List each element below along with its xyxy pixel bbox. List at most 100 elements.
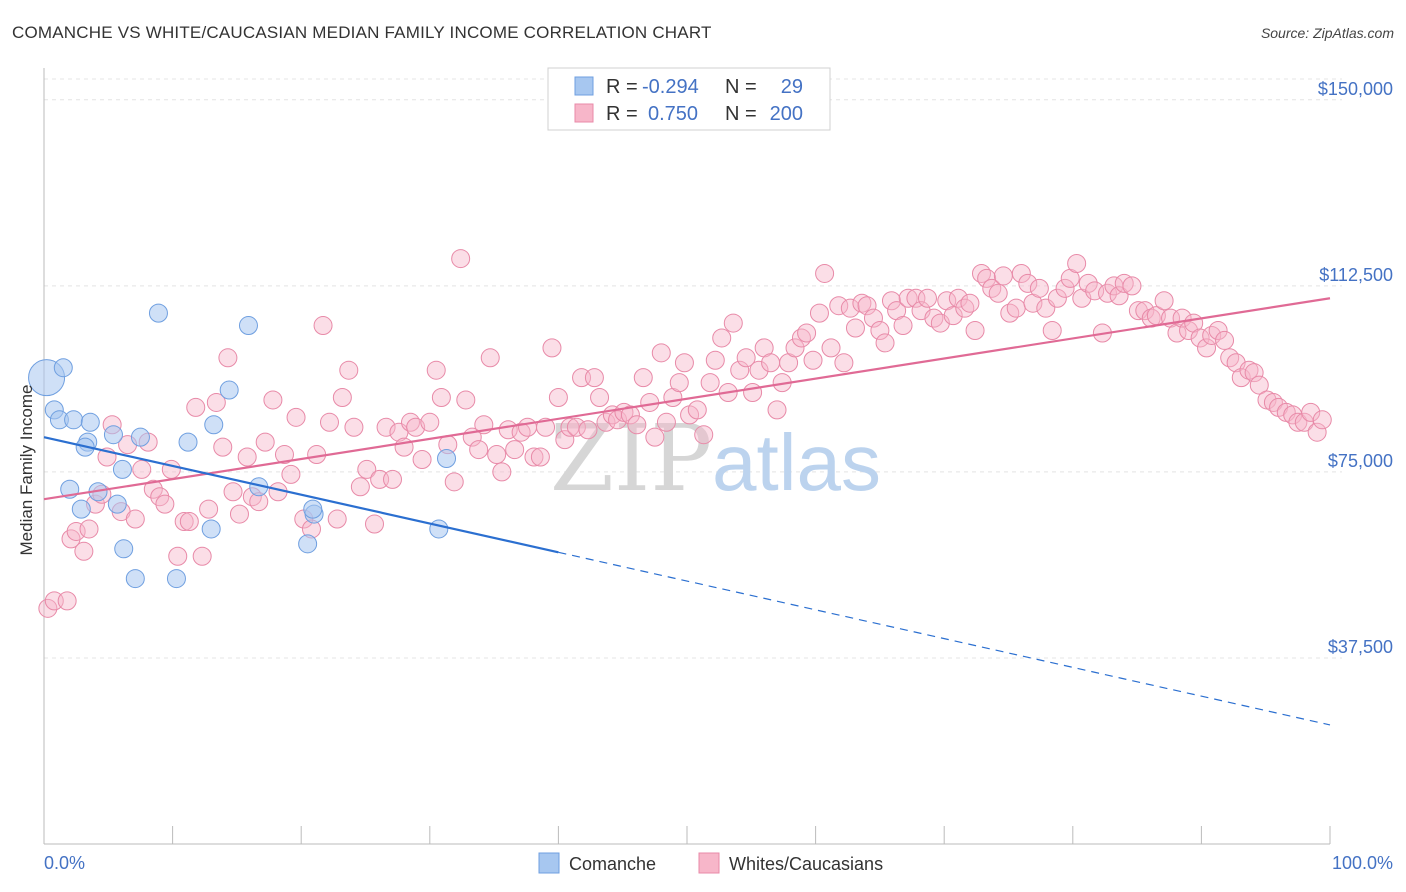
whites-point-47: [339, 360, 359, 380]
whites-point-18: [155, 494, 175, 514]
whites-point-2: [57, 591, 77, 611]
comanche-point-24: [219, 380, 239, 400]
whites-point-167: [1067, 254, 1087, 274]
whites-point-26: [206, 392, 226, 412]
whites-point-91: [608, 410, 628, 430]
whites-point-29: [223, 482, 243, 502]
x-tick-labels: 0.0% 100.0%: [44, 853, 1393, 873]
whites-point-49: [350, 477, 370, 497]
legend-r-label-2: R =: [606, 103, 638, 125]
whites-point-165: [1055, 278, 1075, 298]
whites-point-114: [749, 360, 769, 380]
whites-point-99: [656, 412, 676, 432]
whites-point-158: [1011, 263, 1031, 283]
comanche-point-26: [298, 534, 318, 554]
comanche-trend-extension: [558, 551, 1331, 726]
whites-point-106: [700, 373, 720, 393]
comanche-point-17: [201, 519, 221, 539]
whites-point-102: [674, 353, 694, 373]
whites-point-88: [590, 387, 610, 407]
legend-r-value-1: -0.294: [642, 76, 699, 98]
whites-point-21: [174, 512, 194, 532]
whites-point-45: [327, 509, 347, 529]
whites-point-37: [274, 445, 294, 465]
whites-point-147: [948, 288, 968, 308]
whites-point-123: [803, 350, 823, 370]
whites-point-116: [761, 353, 781, 373]
whites-point-80: [542, 338, 562, 358]
whites-point-48: [344, 417, 364, 437]
whites-point-51: [365, 514, 385, 534]
bottom-legend-swatch-whites: [698, 852, 720, 874]
whites-point-64: [444, 472, 464, 492]
comanche-point-23: [238, 316, 258, 336]
legend-swatch-whites: [574, 103, 594, 123]
whites-point-27: [213, 437, 233, 457]
whites-point-0: [38, 598, 58, 618]
whites-point-108: [712, 328, 732, 348]
whites-point-95: [633, 368, 653, 388]
y-axis-title: Median Family Income: [17, 384, 36, 555]
whites-point-43: [313, 316, 333, 336]
whites-point-176: [1122, 276, 1142, 296]
whites-point-23: [186, 397, 206, 417]
comanche-point-11: [112, 459, 132, 479]
whites-trend-line: [43, 297, 1331, 501]
whites-point-156: [1000, 303, 1020, 323]
whites-point-153: [982, 278, 1002, 298]
legend-n-value-1: 29: [781, 76, 803, 98]
comanche-points: [28, 303, 457, 589]
whites-point-84: [566, 417, 586, 437]
comanche-point-19: [114, 539, 134, 559]
whites-point-71: [487, 445, 507, 465]
whites-point-62: [431, 387, 451, 407]
whites-point-142: [917, 288, 937, 308]
whites-point-93: [620, 405, 640, 425]
whites-point-125: [815, 263, 835, 283]
whites-point-203: [1288, 412, 1308, 432]
whites-point-131: [852, 293, 872, 313]
whites-point-191: [1215, 330, 1235, 350]
whites-point-13: [125, 509, 145, 529]
whites-point-181: [1154, 291, 1174, 311]
whites-point-19: [161, 459, 181, 479]
y-tick-label-3: $150,000: [1318, 79, 1393, 99]
whites-point-77: [524, 447, 544, 467]
whites-point-128: [834, 353, 854, 373]
whites-point-35: [263, 390, 283, 410]
whites-point-196: [1244, 363, 1264, 383]
whites-point-6: [79, 519, 99, 539]
whites-point-104: [687, 400, 707, 420]
comanche-point-1: [53, 358, 73, 378]
whites-point-66: [456, 390, 476, 410]
whites-point-117: [767, 400, 787, 420]
whites-point-130: [845, 318, 865, 338]
whites-point-46: [332, 387, 352, 407]
whites-point-14: [132, 459, 152, 479]
comanche-point-15: [107, 494, 127, 514]
whites-point-154: [988, 283, 1008, 303]
whites-point-68: [469, 440, 489, 460]
whites-point-65: [451, 249, 471, 269]
whites-point-129: [840, 298, 860, 318]
whites-point-135: [875, 333, 895, 353]
comanche-point-4: [64, 410, 84, 430]
comanche-point-6: [103, 425, 123, 445]
whites-point-164: [1047, 288, 1067, 308]
whites-point-172: [1098, 283, 1118, 303]
whites-point-54: [383, 469, 403, 489]
whites-point-183: [1167, 323, 1187, 343]
whites-point-133: [863, 308, 883, 328]
bottom-legend-swatch-comanche: [538, 852, 560, 874]
whites-point-44: [319, 412, 339, 432]
whites-point-20: [168, 546, 188, 566]
whites-point-79: [536, 417, 556, 437]
whites-point-205: [1301, 402, 1321, 422]
whites-point-75: [511, 422, 531, 442]
grid-lines: [44, 78, 1342, 659]
source-label: Source: ZipAtlas.com: [1260, 25, 1394, 41]
whites-point-61: [426, 360, 446, 380]
whites-point-175: [1114, 273, 1134, 293]
bottom-legend-whites: Whites/Caucasians: [729, 854, 883, 874]
y-tick-labels: $37,500 $75,000 $112,500 $150,000: [1318, 79, 1393, 657]
